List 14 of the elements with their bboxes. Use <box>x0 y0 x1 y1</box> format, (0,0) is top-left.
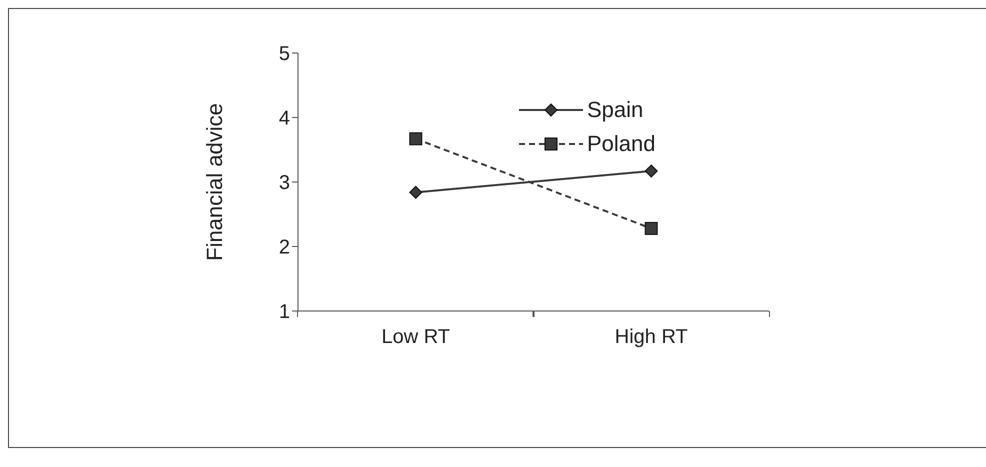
y-tick-label: 1 <box>278 301 290 324</box>
y-tick-label: 2 <box>278 236 290 259</box>
legend-label: Spain <box>587 97 644 123</box>
legend-label: Poland <box>587 131 656 157</box>
y-tick-label: 3 <box>278 172 290 194</box>
point <box>409 186 422 199</box>
x-tick-label: Low RT <box>381 326 450 348</box>
point <box>644 164 658 178</box>
point <box>644 222 658 235</box>
y-tick-label: 4 <box>278 108 290 130</box>
y-axis-title: Financial advice <box>202 103 227 261</box>
x-tick-label: High RT <box>614 326 688 348</box>
y-tick-label: 5 <box>278 43 290 66</box>
point <box>409 132 422 146</box>
